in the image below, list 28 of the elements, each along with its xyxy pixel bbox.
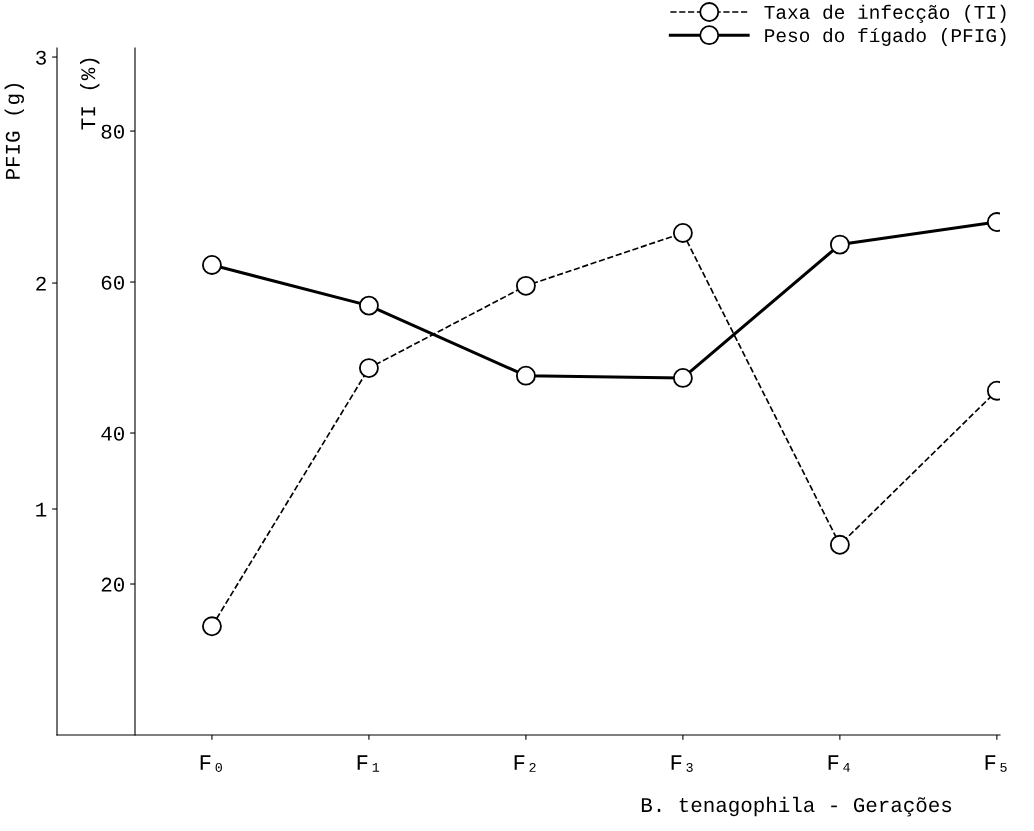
point [672, 223, 693, 243]
x-tick-label: F₄ [828, 755, 850, 772]
y2-tick-label: 80 [101, 124, 124, 139]
x-tick-label: F₀ [200, 755, 222, 772]
x-tick-label: F₂ [514, 755, 536, 772]
point [829, 534, 850, 555]
x-axis-title: B. tenagophila - Gerações [641, 796, 952, 817]
y2-tick-label: 40 [101, 426, 124, 441]
legend-label: Taxa de infecção (TI) [764, 4, 1006, 24]
y2-tick-label: 20 [101, 577, 124, 592]
x-tick-label: F₃ [671, 755, 693, 772]
point [202, 255, 222, 275]
y-axis-title: PFIG (g) [4, 83, 24, 179]
x-tick-label: F₅ [985, 755, 1007, 772]
x-tick-label: F₁ [357, 755, 380, 772]
point [202, 616, 222, 637]
y2-axis-title: TI (%) [80, 58, 100, 130]
point [672, 368, 693, 388]
point [515, 275, 536, 296]
y-tick-label: 1 [36, 502, 47, 517]
legend-label: Peso do fígado (PFIG) [765, 27, 1006, 47]
point [358, 295, 379, 316]
point [358, 358, 379, 379]
point [829, 234, 850, 255]
y2-tick-label: 60 [101, 275, 124, 290]
y-tick-label: 2 [36, 276, 46, 291]
point [515, 365, 536, 386]
y-tick-label: 3 [36, 50, 46, 65]
